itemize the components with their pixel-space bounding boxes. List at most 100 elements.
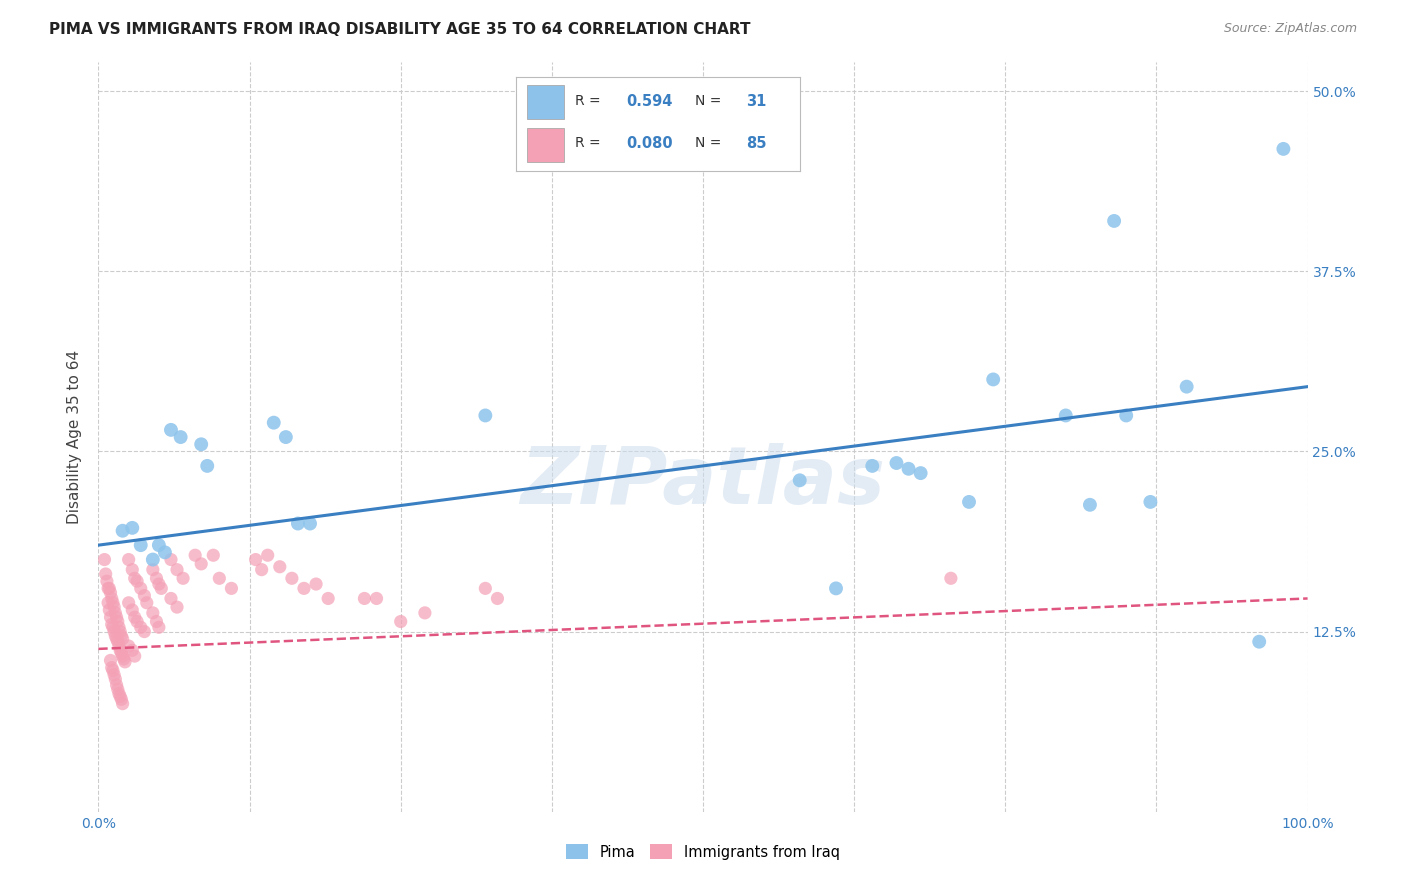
Point [94, 566, 117, 581]
Point [134, 624, 156, 639]
Point [100, 660, 122, 674]
Point [134, 589, 156, 603]
Point [101, 596, 124, 610]
Point [292, 582, 315, 596]
Point [981, 372, 1004, 386]
Point [118, 596, 141, 610]
Point [269, 559, 291, 574]
Point [121, 603, 143, 617]
Point [100, 585, 122, 599]
Point [98, 603, 121, 617]
Point [105, 610, 128, 624]
Point [110, 629, 132, 643]
Point [107, 634, 129, 648]
Point [124, 571, 146, 585]
Point [145, 615, 167, 629]
Point [486, 591, 509, 606]
Point [111, 697, 134, 711]
Point [474, 582, 496, 596]
Point [135, 596, 157, 610]
Point [111, 649, 134, 664]
Point [245, 552, 267, 566]
Point [112, 652, 135, 666]
Point [118, 552, 141, 566]
Y-axis label: Disability Age 35 to 64: Disability Age 35 to 64 [67, 350, 83, 524]
Point [305, 577, 328, 591]
Point [127, 615, 149, 629]
Point [98, 582, 121, 596]
Text: PIMA VS IMMIGRANTS FROM IRAQ DISABILITY AGE 35 TO 64 CORRELATION CHART: PIMA VS IMMIGRANTS FROM IRAQ DISABILITY … [49, 22, 751, 37]
Point [101, 620, 124, 634]
Point [1115, 409, 1137, 423]
Point [129, 538, 152, 552]
Point [129, 620, 152, 634]
Point [860, 458, 883, 473]
Point [111, 524, 134, 538]
Text: Source: ZipAtlas.com: Source: ZipAtlas.com [1223, 22, 1357, 36]
Point [957, 495, 980, 509]
Point [104, 629, 127, 643]
Point [103, 600, 125, 615]
Legend: Pima, Immigrants from Iraq: Pima, Immigrants from Iraq [561, 838, 845, 865]
Point [121, 563, 143, 577]
Point [1175, 379, 1198, 393]
Point [104, 672, 127, 686]
Point [100, 617, 122, 632]
Point [160, 552, 183, 566]
Point [172, 571, 194, 585]
Point [127, 574, 149, 589]
Point [1249, 634, 1271, 648]
Point [110, 646, 132, 660]
Point [160, 423, 183, 437]
Point [202, 548, 225, 562]
Point [96, 574, 118, 589]
Point [166, 563, 188, 577]
Point [208, 571, 231, 585]
Point [93, 552, 115, 566]
Point [148, 577, 170, 591]
Point [195, 458, 218, 473]
Point [148, 538, 170, 552]
Point [124, 610, 146, 624]
Point [142, 606, 165, 620]
Point [108, 624, 131, 639]
Point [910, 466, 932, 480]
Point [108, 687, 131, 701]
Point [121, 521, 143, 535]
Point [100, 591, 122, 606]
Point [111, 632, 134, 646]
Point [101, 664, 124, 678]
Point [353, 591, 375, 606]
Point [110, 692, 132, 706]
Point [389, 615, 412, 629]
Point [366, 591, 388, 606]
Point [97, 582, 120, 596]
Point [104, 606, 127, 620]
Point [263, 416, 285, 430]
Point [281, 571, 304, 585]
Point [474, 409, 496, 423]
Point [825, 582, 848, 596]
Point [114, 655, 136, 669]
Point [142, 563, 165, 577]
Point [105, 678, 128, 692]
Point [121, 643, 143, 657]
Point [108, 620, 131, 634]
Point [287, 516, 309, 531]
Point [142, 552, 165, 566]
Point [166, 600, 188, 615]
Point [1272, 142, 1295, 156]
Point [105, 632, 128, 646]
Point [316, 591, 339, 606]
Point [124, 649, 146, 664]
Point [118, 639, 141, 653]
Point [100, 610, 122, 624]
Point [190, 557, 212, 571]
Point [103, 668, 125, 682]
Point [108, 639, 131, 653]
Point [107, 615, 129, 629]
Point [939, 571, 962, 585]
Text: ZIPatlas: ZIPatlas [520, 443, 886, 521]
Point [97, 596, 120, 610]
Point [153, 545, 176, 559]
